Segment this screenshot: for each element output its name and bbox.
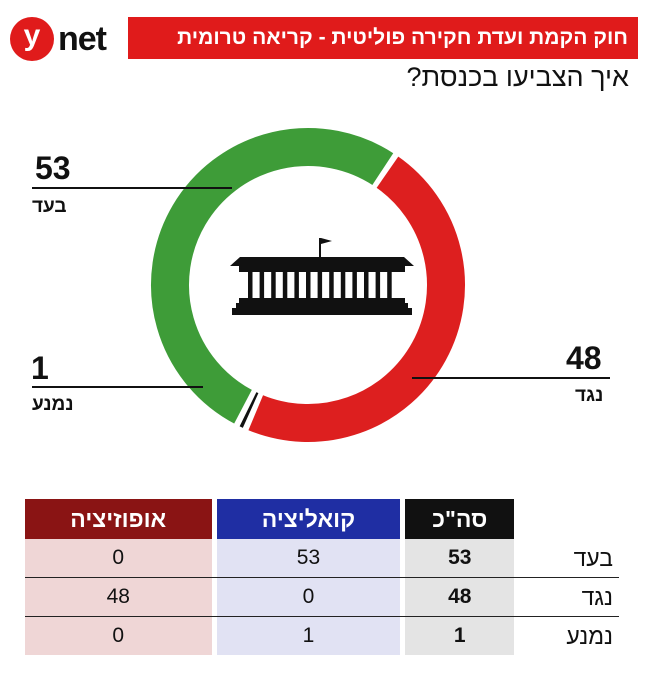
abstain-count-label: 1: [31, 350, 49, 386]
label-leader-lines: [32, 187, 610, 388]
opposition-cell: 0: [25, 616, 212, 655]
ynet-logo[interactable]: y net: [10, 14, 107, 64]
for-word-label: בעד: [32, 196, 67, 217]
total-cell: 53: [405, 539, 515, 578]
logo-text: net: [58, 19, 107, 58]
headline-banner: חוק הקמת ועדת חקירה פוליטית - קריאה טרומ…: [128, 17, 638, 59]
building-column: [248, 272, 253, 298]
coalition-cell: 0: [217, 577, 400, 617]
table-row: 0 1 1 נמנע: [25, 616, 619, 655]
coalition-header: קואליציה: [217, 499, 400, 539]
building-column: [375, 272, 381, 298]
building-column: [317, 272, 323, 298]
building-column: [306, 272, 311, 298]
headline-text: חוק הקמת ועדת חקירה פוליטית - קריאה טרומ…: [177, 26, 628, 49]
table-row: 48 0 48 נגד: [25, 577, 619, 617]
building-column: [387, 272, 392, 298]
opposition-cell: 48: [25, 577, 212, 617]
opposition-cell: 0: [25, 539, 212, 578]
building-column: [282, 272, 288, 298]
total-header: סה"כ: [405, 499, 515, 539]
coalition-cell: 53: [217, 539, 400, 578]
table-row: 0 53 53 בעד: [25, 539, 619, 578]
building-column: [364, 272, 369, 298]
abstain-word-label: נמנע: [32, 394, 74, 415]
row-label: נמנע: [514, 616, 619, 655]
against-count-label: 48: [566, 340, 602, 376]
building-column: [294, 272, 299, 298]
vote-breakdown-table: אופוזיציה קואליציה סה"כ 0 53 53 בעד 48 0…: [25, 499, 619, 655]
row-label: נגד: [514, 577, 619, 617]
building-column: [271, 272, 276, 298]
donut-slice: [236, 389, 262, 431]
row-label: בעד: [514, 539, 619, 578]
logo-letter: y: [10, 17, 54, 61]
total-cell: 48: [405, 577, 515, 617]
chart-subtitle: איך הצביעו בכנסת?: [406, 62, 629, 92]
coalition-cell: 1: [217, 616, 400, 655]
total-cell: 1: [405, 616, 515, 655]
against-word-label: נגד: [575, 385, 604, 406]
knesset-building-icon: [230, 238, 414, 315]
building-column: [329, 272, 334, 298]
for-count-label: 53: [35, 150, 71, 186]
building-column: [259, 272, 265, 298]
donut-slice: [149, 126, 397, 427]
building-column: [352, 272, 357, 298]
donut-slice: [245, 153, 467, 444]
donut-slices: [149, 126, 467, 444]
table-header-row: אופוזיציה קואליציה סה"כ: [25, 499, 619, 539]
building-column: [340, 272, 346, 298]
vote-donut-chart: [32, 126, 610, 444]
opposition-header: אופוזיציה: [25, 499, 212, 539]
